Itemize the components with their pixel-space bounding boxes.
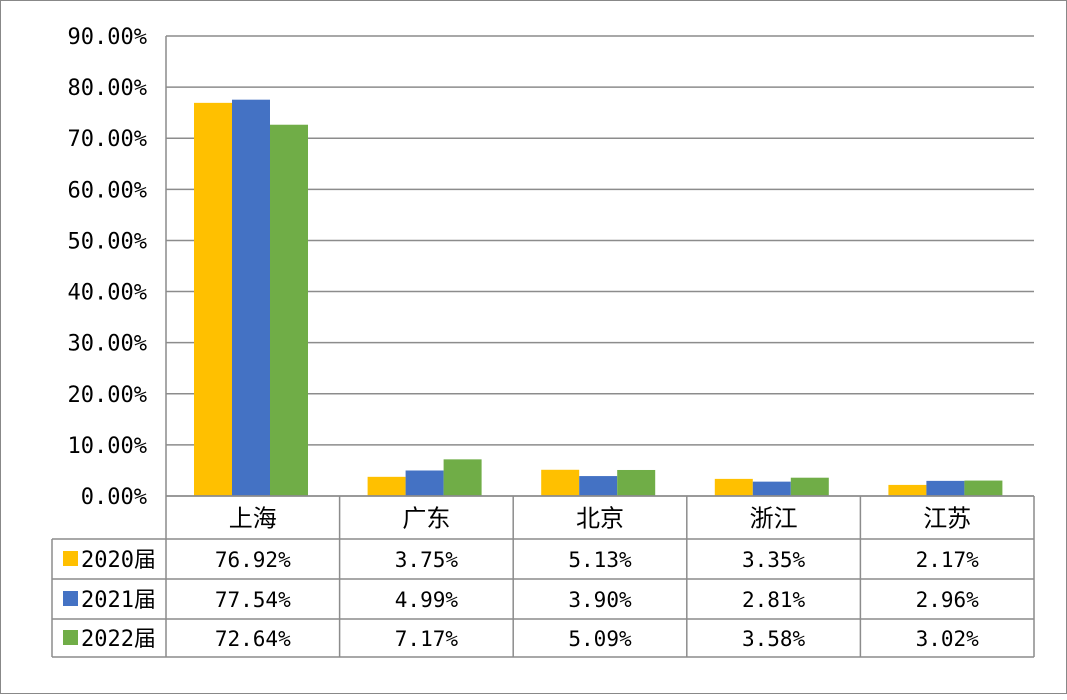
data-table-value: 77.54% (215, 588, 291, 612)
legend-label: 2022届 (81, 627, 156, 652)
bar-1-4 (714, 478, 753, 496)
y-tick-label: 0.00% (81, 485, 147, 510)
bar-2-1 (232, 99, 270, 496)
legend-label: 2020届 (81, 548, 156, 573)
y-tick-label: 30.00% (68, 332, 147, 357)
data-table-value: 7.17% (395, 627, 459, 651)
y-tick-label: 80.00% (68, 76, 147, 101)
data-table-value: 72.64% (215, 627, 291, 651)
legend-label: 2021届 (81, 588, 156, 613)
y-tick-label: 70.00% (68, 127, 147, 152)
gridlines (166, 35, 1034, 446)
data-table-value: 76.92% (215, 548, 291, 572)
y-tick-label: 50.00% (68, 229, 147, 254)
bar-1-5 (888, 484, 927, 496)
x-category-label: 江苏 (923, 505, 971, 533)
bar-3-4 (790, 477, 829, 496)
bar-2-2 (405, 470, 444, 496)
data-table-value: 3.35% (742, 548, 806, 572)
bar-1-1 (194, 102, 232, 496)
data-table-value: 2.81% (742, 588, 806, 612)
x-category-label: 北京 (576, 505, 624, 533)
data-table-value: 3.58% (742, 627, 806, 651)
legend-key-2 (63, 591, 78, 606)
y-tick-label: 40.00% (68, 281, 147, 306)
data-table-value: 2.96% (916, 588, 980, 612)
y-tick-label: 20.00% (68, 383, 147, 408)
bars (194, 99, 1003, 497)
data-table-value: 3.75% (395, 548, 459, 572)
data-table-value: 3.02% (916, 627, 980, 651)
bar-1-2 (367, 476, 406, 496)
x-category-label: 广东 (402, 505, 450, 533)
y-tick-label: 90.00% (68, 25, 147, 50)
y-tick-label: 60.00% (68, 178, 147, 203)
bar-1-3 (541, 469, 580, 496)
legend-key-1 (63, 551, 78, 566)
x-category-label: 浙江 (750, 505, 798, 533)
bar-3-1 (270, 124, 308, 497)
bar-3-3 (617, 469, 656, 496)
data-table-value: 4.99% (395, 588, 459, 612)
data-table-value: 5.13% (568, 548, 632, 572)
bar-2-3 (579, 476, 618, 496)
data-table-value: 5.09% (568, 627, 632, 651)
data-table-value: 3.90% (568, 588, 632, 612)
bar-3-5 (964, 480, 1003, 496)
legend-key-3 (63, 630, 78, 645)
x-category-label: 上海 (229, 505, 277, 533)
data-table: 上海 广东 北京 浙江 江苏 2020届 76.92% 3.75% 5.13% 3.35% 2.17… (51, 495, 1035, 658)
bar-2-4 (752, 481, 791, 496)
bar-2-5 (926, 480, 965, 496)
data-table-value: 2.17% (916, 548, 980, 572)
bar-3-2 (443, 459, 482, 496)
y-tick-label: 10.00% (68, 434, 147, 459)
